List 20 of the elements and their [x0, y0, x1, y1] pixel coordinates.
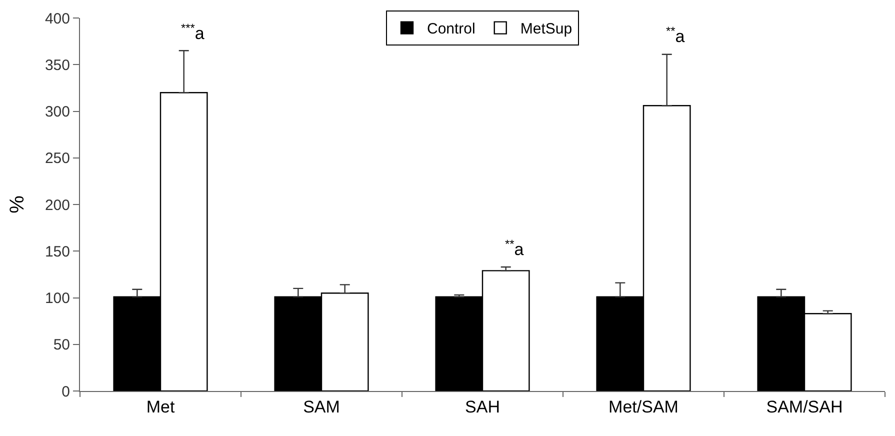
y-tick-label: 200 — [44, 196, 70, 214]
annotation: $^{**}$a — [666, 24, 686, 46]
y-tick-label: 50 — [53, 336, 70, 354]
y-tick-label: 300 — [44, 104, 70, 120]
y-tick-label: 250 — [44, 150, 70, 168]
y-tick-label: 100 — [44, 290, 70, 307]
x-tick-label: Met/SAM — [608, 397, 678, 416]
legend-label: Control — [427, 20, 476, 38]
y-tick-label: 150 — [44, 243, 70, 260]
x-tick-label: Met — [146, 397, 175, 416]
y-tick-label: 400 — [44, 10, 70, 28]
x-tick-label: SAM/SAH — [766, 397, 843, 416]
x-tick-label: SAH — [465, 397, 500, 416]
y-tick-label: 350 — [44, 56, 70, 74]
y-axis-title: % — [6, 195, 28, 214]
x-tick-label: SAM — [303, 397, 340, 416]
annotation: $^{**}$a — [505, 237, 524, 260]
y-tick-label: 0 — [62, 383, 70, 400]
legend-label: MetSup — [520, 20, 572, 38]
annotation: $^{***}$a — [181, 21, 205, 44]
